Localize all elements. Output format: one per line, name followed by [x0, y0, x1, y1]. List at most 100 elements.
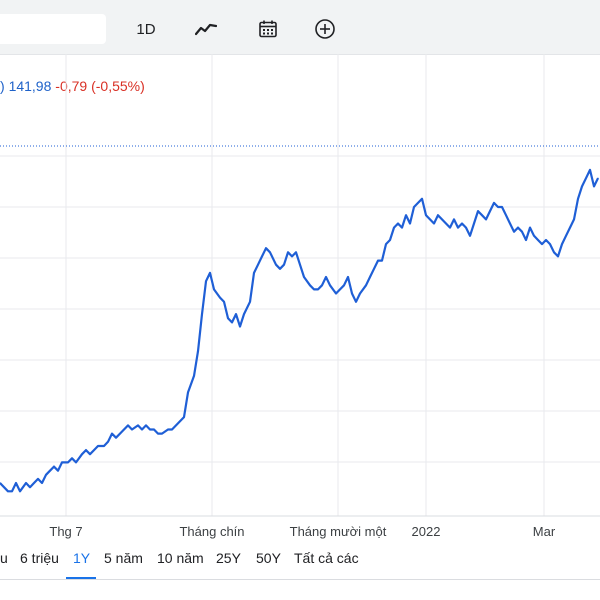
- data-point: [553, 251, 555, 253]
- data-point: [49, 470, 51, 472]
- data-point: [261, 255, 263, 257]
- x-tick-label: Mar: [533, 524, 556, 539]
- data-point: [25, 482, 27, 484]
- data-point: [0, 482, 1, 484]
- range-tab[interactable]: Tất cả các: [294, 550, 359, 566]
- data-point: [7, 490, 9, 492]
- add-comparison-button[interactable]: [311, 14, 339, 44]
- data-point: [493, 202, 495, 204]
- data-point: [85, 449, 87, 451]
- data-point: [299, 264, 301, 266]
- data-point: [525, 239, 527, 241]
- date-range-button[interactable]: [254, 14, 282, 44]
- data-point: [269, 251, 271, 253]
- data-point: [157, 433, 159, 435]
- data-point: [389, 239, 391, 241]
- data-point: [11, 490, 13, 492]
- data-point: [71, 457, 73, 459]
- data-point: [433, 222, 435, 225]
- data-point: [265, 247, 267, 249]
- range-tab[interactable]: 1Y: [73, 550, 91, 566]
- data-point: [445, 222, 447, 225]
- data-point: [295, 251, 297, 253]
- price-chart[interactable]: Thg 7 Tháng chín Tháng mười một 2022 Mar: [0, 54, 600, 546]
- data-point: [561, 243, 563, 245]
- data-point: [227, 317, 229, 319]
- data-point: [565, 235, 567, 237]
- data-point: [573, 218, 575, 220]
- range-tab[interactable]: 5 năm: [104, 550, 143, 566]
- data-point: [343, 284, 345, 286]
- symbol-search-input[interactable]: [0, 14, 106, 44]
- data-point: [239, 325, 241, 328]
- range-tab[interactable]: u: [0, 550, 8, 566]
- data-point: [119, 433, 121, 435]
- data-point: [473, 222, 475, 225]
- data-point: [57, 470, 59, 472]
- data-point: [505, 214, 507, 216]
- data-point: [235, 313, 237, 315]
- data-point: [377, 260, 379, 262]
- range-tab[interactable]: 25Y: [216, 550, 241, 566]
- price-series-line: [0, 168, 599, 493]
- data-point: [175, 424, 177, 426]
- interval-button[interactable]: 1D: [128, 14, 164, 44]
- data-point: [303, 276, 305, 278]
- calendar-icon: [259, 20, 277, 38]
- line-chart-icon: [195, 23, 217, 36]
- data-point: [513, 231, 515, 233]
- data-point: [589, 169, 591, 171]
- range-tab[interactable]: 6 triệu: [20, 550, 59, 566]
- data-point: [393, 227, 395, 229]
- data-point: [537, 239, 539, 241]
- data-point: [15, 482, 17, 484]
- data-point: [541, 243, 543, 245]
- data-point: [461, 222, 463, 225]
- data-point: [149, 428, 151, 431]
- data-point: [521, 231, 523, 233]
- data-point: [171, 428, 173, 431]
- data-point: [187, 391, 189, 393]
- data-point: [167, 428, 169, 431]
- data-point: [279, 268, 281, 270]
- data-point: [317, 288, 319, 290]
- data-point: [153, 428, 155, 431]
- data-point: [441, 218, 443, 220]
- data-point: [67, 461, 69, 463]
- data-point: [401, 227, 403, 229]
- data-point: [381, 260, 383, 262]
- data-point: [557, 255, 559, 257]
- data-point: [161, 433, 163, 435]
- data-point: [509, 222, 511, 225]
- data-point: [429, 218, 431, 220]
- data-point: [197, 350, 199, 352]
- data-point: [549, 243, 551, 245]
- data-point: [369, 276, 371, 278]
- data-point: [103, 445, 105, 447]
- data-point: [417, 202, 419, 204]
- data-point: [93, 449, 95, 451]
- data-point: [449, 227, 451, 229]
- interval-label: 1D: [136, 20, 156, 38]
- data-point: [529, 227, 531, 229]
- data-point: [249, 301, 251, 303]
- data-point: [81, 453, 83, 455]
- legend-change: -0,79 (-0,55%): [55, 78, 145, 94]
- data-point: [477, 210, 479, 212]
- data-point: [231, 321, 233, 323]
- data-point: [89, 453, 91, 455]
- data-point: [291, 255, 293, 257]
- range-tab[interactable]: 50Y: [256, 550, 281, 566]
- data-point: [243, 313, 245, 315]
- range-tab[interactable]: 10 năm: [157, 550, 204, 566]
- data-point: [33, 482, 35, 484]
- data-point: [325, 276, 327, 278]
- data-point: [209, 272, 211, 274]
- data-point: [425, 214, 427, 216]
- data-point: [373, 268, 375, 270]
- chart-style-button[interactable]: [192, 14, 220, 44]
- chart-toolbar: 1D: [0, 0, 600, 55]
- data-point: [485, 218, 487, 220]
- price-legend: ) 141,98 -0,79 (-0,55%): [0, 78, 145, 94]
- data-point: [437, 214, 439, 216]
